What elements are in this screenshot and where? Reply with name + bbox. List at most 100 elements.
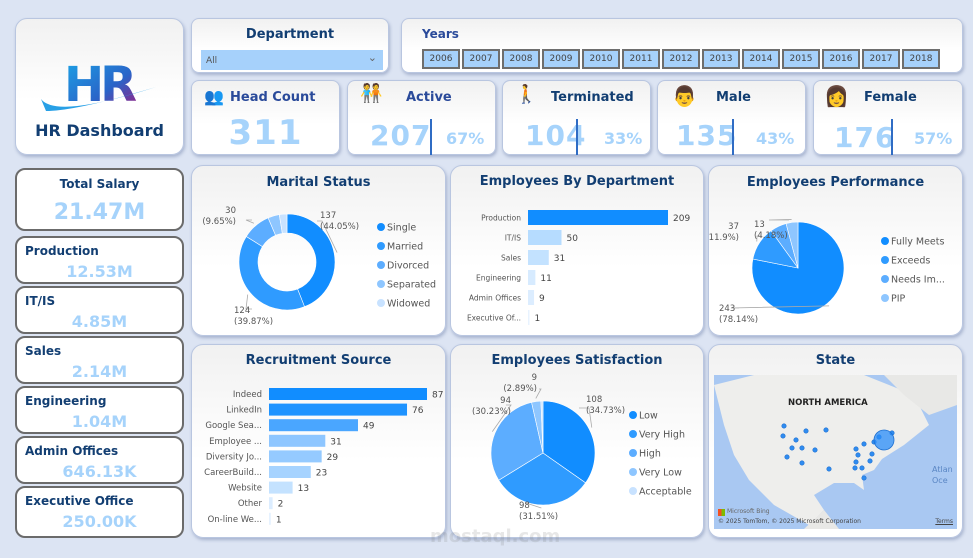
head-count-value: 311 — [228, 113, 303, 153]
kpi-head-count: 👥 Head Count 311 — [191, 80, 340, 155]
data-label: (11.9%) — [709, 233, 739, 243]
people-group-icon: 👥 — [204, 87, 224, 106]
terminated-label: Terminated — [551, 90, 634, 105]
leader-line — [535, 388, 542, 399]
slice-pip — [785, 221, 799, 269]
legend-marker — [377, 280, 385, 288]
salary-label: Engineering — [25, 394, 107, 408]
leader-line — [317, 220, 338, 253]
legend-item: Divorced — [387, 261, 429, 272]
state-map-card: State NORTH AMERICA Atlan Oce Microsoft … — [708, 344, 963, 538]
years-label: Years — [422, 27, 459, 41]
data-label: 1 — [276, 515, 282, 525]
data-label: (39.87%) — [234, 317, 273, 327]
legend-item: Single — [387, 223, 416, 234]
legend-marker — [881, 256, 889, 264]
year-button-2010[interactable]: 2010 — [582, 49, 620, 69]
salary-label: Executive Office — [25, 494, 134, 508]
slice-low — [542, 400, 596, 484]
salary-card[interactable]: IT/IS 4.85M — [15, 286, 184, 334]
department-dropdown[interactable]: All ⌄ — [201, 50, 383, 70]
year-button-2017[interactable]: 2017 — [862, 49, 900, 69]
state-map[interactable]: NORTH AMERICA Atlan Oce Microsoft Bing ©… — [714, 375, 957, 529]
year-button-2013[interactable]: 2013 — [702, 49, 740, 69]
hr-logo: HR — [41, 57, 156, 113]
employees-performance-chart: 243(78.14%) 37(11.9%) 13(4.18%) Fully Meets… — [709, 219, 945, 325]
legend-marker — [377, 223, 385, 231]
chart-title: State — [815, 353, 856, 368]
state-bubble — [812, 447, 818, 453]
state-bubble — [853, 459, 859, 465]
bar-production — [528, 210, 668, 225]
legend-item: Separated — [387, 280, 436, 291]
salary-value: 646.13K — [62, 462, 137, 481]
data-label: (4.18%) — [754, 231, 788, 241]
year-button-2018[interactable]: 2018 — [902, 49, 940, 69]
data-label: 1 — [535, 314, 541, 324]
year-button-2008[interactable]: 2008 — [502, 49, 540, 69]
salary-card[interactable]: Sales 2.14M — [15, 336, 184, 384]
legend-marker — [629, 468, 637, 476]
data-label: (44.05%) — [320, 222, 359, 232]
legend-marker — [881, 275, 889, 283]
year-button-2014[interactable]: 2014 — [742, 49, 780, 69]
employees-by-department-card: Employees By Department Production 209 IT/… — [450, 165, 704, 336]
leader-line — [756, 235, 761, 242]
year-button-2015[interactable]: 2015 — [782, 49, 820, 69]
year-button-2007[interactable]: 2007 — [462, 49, 500, 69]
state-bubble — [823, 427, 829, 433]
category-label: Executive Of... — [467, 314, 521, 323]
bing-text: Microsoft Bing — [727, 508, 770, 515]
female-label: Female — [864, 90, 917, 105]
male-value: 135 — [676, 119, 738, 152]
salary-value: 12.53M — [66, 262, 133, 281]
legend-item: PIP — [891, 294, 906, 305]
year-button-2011[interactable]: 2011 — [622, 49, 660, 69]
male-label: Male — [716, 90, 751, 105]
divider — [732, 119, 734, 155]
data-label: 13 — [298, 484, 309, 494]
department-label: Department — [245, 27, 335, 42]
category-label: Diversity Jo... — [206, 452, 262, 462]
leader-line — [768, 219, 792, 221]
slice-very-high — [498, 452, 587, 506]
female-value: 176 — [834, 121, 896, 154]
salary-value: 250.00K — [62, 512, 137, 531]
map-land — [714, 375, 957, 529]
data-label: 124 — [234, 306, 250, 316]
map-region-label: NORTH AMERICA — [788, 398, 868, 408]
marital-status-chart: 137(44.05%) 124(39.87%) 30(9.65%) Single Mar… — [202, 206, 436, 327]
svg-text:HR: HR — [64, 57, 136, 113]
salary-card[interactable]: Total Salary 21.47M — [15, 168, 184, 231]
map-bubbles — [780, 423, 895, 481]
marital-status-card: Marital Status 137 (44.05%) 124 (39.87%) 30(… — [191, 165, 446, 336]
map-attribution: © 2025 TomTom, © 2025 Microsoft Corporat… — [718, 518, 861, 525]
salary-card[interactable]: Production 12.53M — [15, 236, 184, 284]
bar-it-is — [528, 230, 562, 245]
map-terms-link[interactable]: Terms — [935, 518, 953, 525]
data-label: 9 — [532, 373, 537, 383]
bar-diversity-jo- — [269, 450, 322, 463]
state-bubble — [803, 428, 809, 434]
year-button-2012[interactable]: 2012 — [662, 49, 700, 69]
data-label: 23 — [316, 469, 327, 479]
head-count-label: Head Count — [230, 90, 316, 105]
map-ocean-label: Atlan Oce — [932, 465, 953, 485]
category-label: Admin Offices — [469, 294, 521, 303]
salary-card[interactable]: Admin Offices 646.13K — [15, 436, 184, 484]
chevron-down-icon: ⌄ — [367, 51, 377, 64]
year-button-2006[interactable]: 2006 — [422, 49, 460, 69]
salary-card[interactable]: Engineering 1.04M — [15, 386, 184, 434]
legend-marker — [377, 299, 385, 307]
bar-employee- — [269, 434, 326, 447]
category-label: Other — [238, 499, 263, 509]
year-button-2009[interactable]: 2009 — [542, 49, 580, 69]
bar-indeed — [269, 388, 427, 400]
year-button-2016[interactable]: 2016 — [822, 49, 860, 69]
data-label: 29 — [327, 453, 339, 463]
data-label: 98 — [519, 501, 530, 511]
data-label: 13 — [754, 220, 765, 230]
salary-label: Production — [25, 244, 99, 258]
salary-card[interactable]: Executive Office 250.00K — [15, 486, 184, 538]
legend-marker — [629, 430, 637, 438]
